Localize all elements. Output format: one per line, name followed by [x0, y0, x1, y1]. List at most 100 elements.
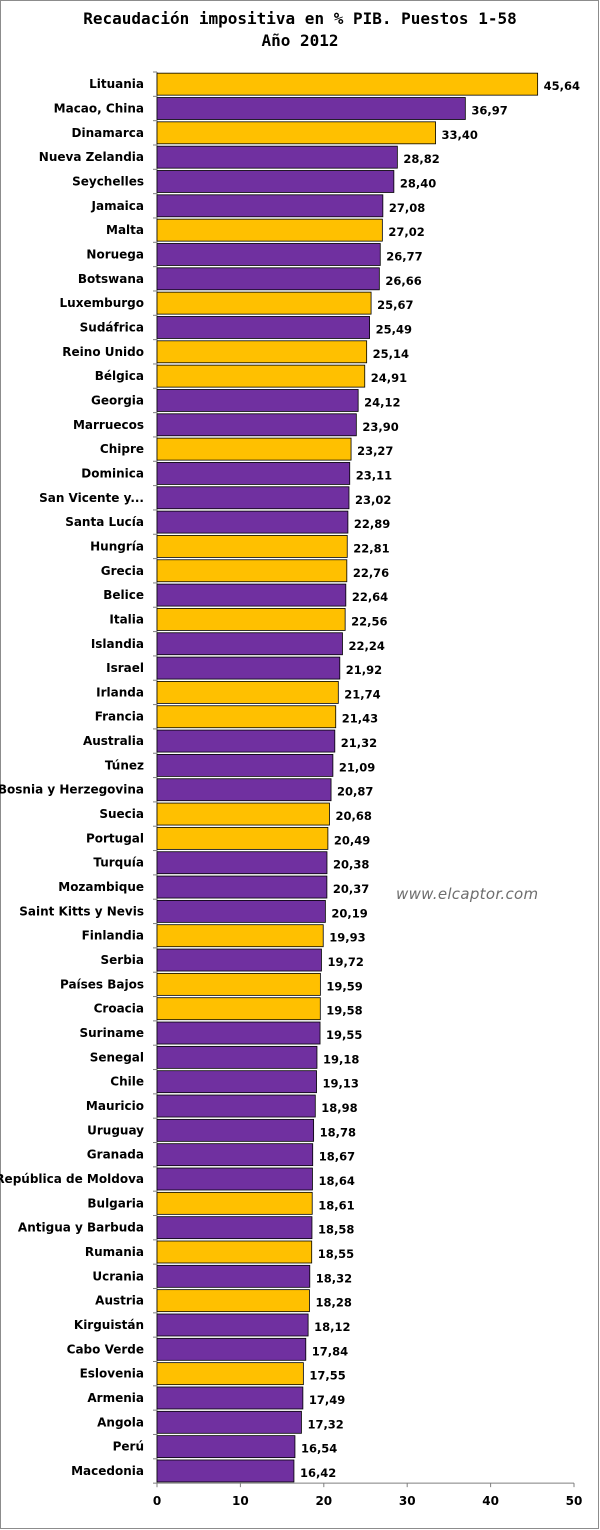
- value-label: 19,72: [327, 955, 363, 969]
- value-label: 16,54: [301, 1442, 337, 1456]
- category-label: Mozambique: [58, 880, 144, 894]
- x-tick-label: 40: [482, 1494, 499, 1508]
- category-label: Bulgaria: [87, 1196, 144, 1210]
- bar: [156, 754, 334, 777]
- category-label: Botswana: [78, 272, 144, 286]
- value-label: 18,67: [319, 1150, 355, 1164]
- bar: [156, 826, 329, 850]
- category-label: Ucrania: [92, 1269, 144, 1283]
- category-label: Seychelles: [72, 174, 144, 188]
- category-label: Georgia: [91, 393, 144, 407]
- bar: [156, 899, 326, 923]
- bar: [156, 948, 322, 972]
- category-label: Portugal: [86, 831, 144, 845]
- value-label: 22,56: [351, 614, 387, 628]
- bar: [156, 1167, 313, 1191]
- category-label: Antigua y Barbuda: [18, 1221, 144, 1235]
- value-label: 45,64: [544, 79, 580, 93]
- value-label: 18,78: [320, 1125, 356, 1139]
- category-label: Dinamarca: [72, 126, 144, 140]
- bar: [156, 1289, 310, 1313]
- value-label: 18,58: [318, 1223, 354, 1237]
- x-tick-label: 50: [566, 1494, 583, 1508]
- category-label: Países Bajos: [60, 977, 144, 991]
- bar: [156, 535, 348, 558]
- bar: [156, 121, 436, 145]
- value-label: 23,02: [355, 493, 391, 507]
- bar: [156, 462, 351, 485]
- bar: [156, 681, 339, 704]
- category-label: Macao, China: [54, 102, 144, 116]
- value-label: 18,32: [316, 1271, 352, 1285]
- bar: [156, 1362, 304, 1386]
- bar: [156, 559, 348, 583]
- value-label: 21,74: [344, 687, 380, 701]
- bar: [156, 1410, 302, 1434]
- value-label: 25,67: [377, 298, 413, 312]
- category-label: Marruecos: [73, 418, 144, 432]
- value-label: 21,09: [339, 760, 375, 774]
- value-label: 19,59: [326, 979, 362, 993]
- value-label: 23,11: [356, 468, 392, 482]
- value-label: 19,13: [323, 1077, 359, 1091]
- watermark: www.elcaptor.com: [396, 885, 539, 903]
- bar: [156, 1386, 304, 1410]
- value-label: 24,91: [371, 371, 407, 385]
- bar: [156, 437, 352, 461]
- value-label: 18,12: [314, 1320, 350, 1334]
- bar: [156, 267, 380, 291]
- category-label: Armenia: [87, 1391, 144, 1405]
- bar: [156, 802, 330, 826]
- category-label: Turquía: [93, 856, 144, 870]
- bar: [156, 1264, 311, 1288]
- bar: [156, 997, 321, 1021]
- bar: [156, 316, 370, 339]
- value-label: 18,28: [315, 1296, 351, 1310]
- value-label: 25,14: [373, 347, 409, 361]
- value-label: 17,49: [309, 1393, 345, 1407]
- category-label: Austria: [95, 1294, 144, 1308]
- category-label: Túnez: [105, 758, 144, 772]
- category-label: Kirguistán: [74, 1318, 144, 1332]
- category-label: Chipre: [100, 442, 144, 456]
- category-label: Hungría: [90, 539, 144, 553]
- bar: [156, 583, 347, 607]
- value-label: 17,55: [309, 1369, 345, 1383]
- category-label: Suecia: [99, 807, 144, 821]
- bar: [156, 1337, 307, 1361]
- value-label: 36,97: [471, 104, 507, 118]
- category-label: Angola: [97, 1415, 144, 1429]
- category-label: Australia: [83, 734, 144, 748]
- value-label: 22,64: [352, 590, 388, 604]
- value-label: 19,58: [326, 1004, 362, 1018]
- labels-layer: 0 10 20 30 40 50 Lituania 45,64 Macao, China 36,9…: [0, 77, 582, 1508]
- bar: [156, 194, 384, 218]
- value-label: 28,82: [403, 152, 439, 166]
- bar: [156, 413, 357, 437]
- bar: [156, 218, 383, 242]
- value-label: 24,12: [364, 395, 400, 409]
- value-label: 18,98: [321, 1101, 357, 1115]
- bar: [156, 291, 372, 315]
- chart-subtitle: Año 2012: [261, 31, 339, 50]
- category-label: Nueva Zelandia: [39, 150, 144, 164]
- category-label: Francia: [95, 710, 144, 724]
- bar: [156, 972, 321, 996]
- value-label: 21,43: [342, 712, 378, 726]
- value-label: 20,68: [335, 809, 371, 823]
- category-label: Irlanda: [96, 685, 144, 699]
- bar: [156, 1459, 295, 1483]
- bar: [156, 729, 336, 753]
- bar: [156, 340, 368, 364]
- category-label: Uruguay: [87, 1123, 144, 1137]
- value-label: 21,32: [341, 736, 377, 750]
- value-label: 17,84: [312, 1344, 348, 1358]
- bar: [156, 510, 349, 534]
- bar: [156, 851, 328, 875]
- category-label: Lituania: [89, 77, 144, 91]
- category-label: Macedonia: [71, 1464, 144, 1478]
- value-label: 19,93: [329, 931, 365, 945]
- bar: [156, 778, 332, 802]
- value-label: 27,02: [388, 225, 424, 239]
